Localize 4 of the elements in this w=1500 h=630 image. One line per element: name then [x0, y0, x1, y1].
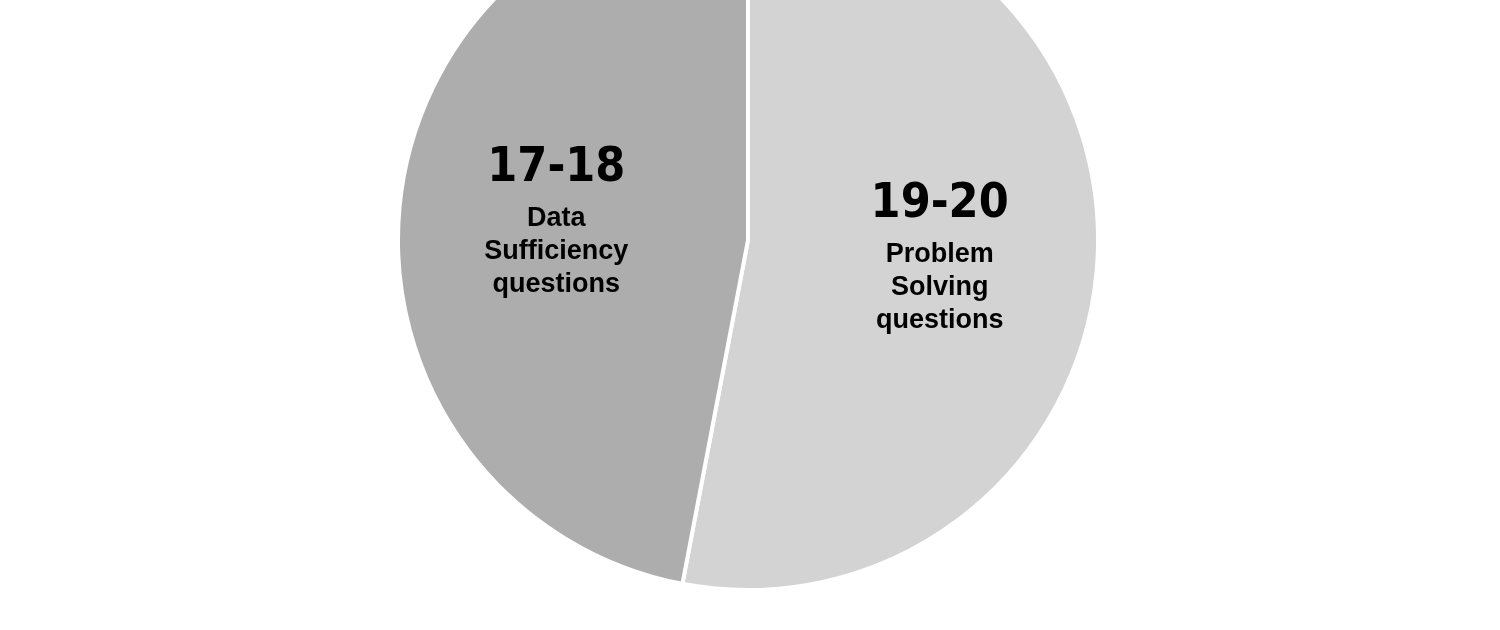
- data-label: 17-18: [487, 135, 626, 192]
- slice-label: Data Sufficiency questions: [484, 201, 629, 298]
- slice-label: Problem Solving questions: [875, 238, 1004, 335]
- data-label: 19-20: [870, 172, 1009, 229]
